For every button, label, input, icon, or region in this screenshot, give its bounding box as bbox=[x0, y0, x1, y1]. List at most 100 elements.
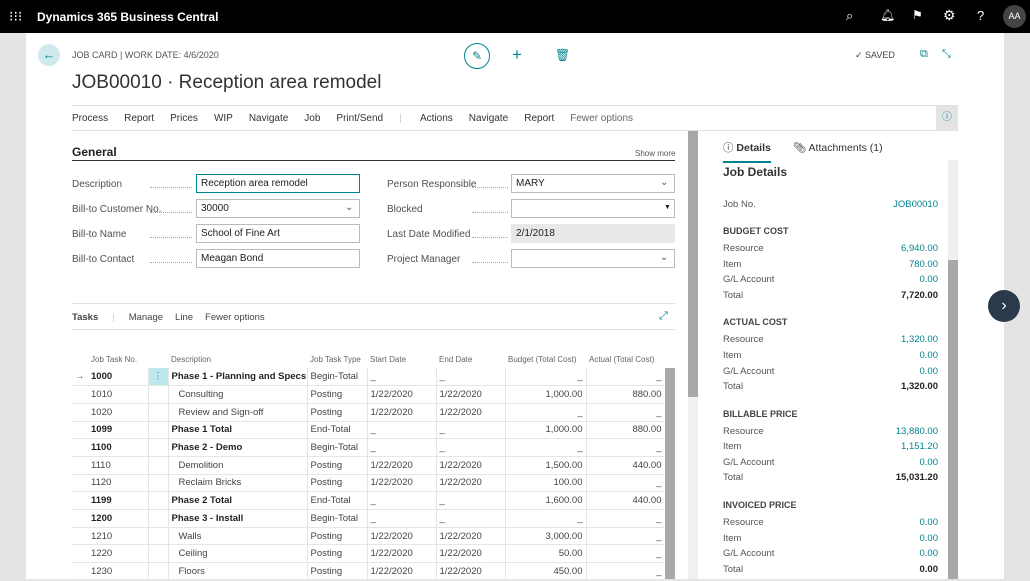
table-row[interactable]: → 1000 ⋮ Phase 1 - Planning and Specs Be… bbox=[72, 368, 666, 387]
actual-cell[interactable]: 440.00 bbox=[586, 491, 666, 510]
end-date-cell[interactable]: 1/22/2020 bbox=[436, 562, 506, 581]
row-menu-icon[interactable] bbox=[148, 474, 169, 493]
row-menu-icon[interactable] bbox=[148, 544, 169, 564]
action-fewer-options[interactable]: Fewer options bbox=[570, 113, 634, 124]
row-value[interactable]: 1,320.00 bbox=[901, 334, 938, 346]
col-budget[interactable]: Budget (Total Cost) bbox=[508, 355, 577, 364]
help-icon[interactable]: ? bbox=[977, 8, 985, 23]
description-cell[interactable]: Phase 3 - Install bbox=[168, 509, 308, 528]
row-value[interactable]: 0.00 bbox=[919, 516, 939, 528]
actual-cell[interactable]: 880.00 bbox=[586, 385, 666, 404]
table-row[interactable]: 1210 Walls Posting 1/22/2020 1/22/2020 3… bbox=[72, 527, 666, 546]
start-date-cell[interactable]: 1/22/2020 bbox=[367, 544, 437, 564]
delete-icon[interactable]: 🗑︎ bbox=[555, 48, 571, 62]
edit-button[interactable]: ✎ bbox=[464, 43, 490, 69]
budget-cell[interactable]: 1,600.00 bbox=[505, 491, 587, 510]
factbox-scrollbar[interactable] bbox=[948, 160, 958, 579]
start-date-cell[interactable]: 1/22/2020 bbox=[367, 385, 437, 404]
start-date-cell[interactable]: _ bbox=[367, 509, 437, 528]
actual-cell[interactable]: _ bbox=[586, 403, 666, 422]
action-navigate[interactable]: Navigate bbox=[248, 113, 289, 124]
end-date-cell[interactable]: _ bbox=[436, 438, 506, 457]
end-date-cell[interactable]: 1/22/2020 bbox=[436, 544, 506, 564]
budget-cell[interactable]: 1,000.00 bbox=[505, 421, 587, 440]
expand-icon[interactable]: ⤢ bbox=[659, 310, 668, 322]
end-date-cell[interactable]: 1/22/2020 bbox=[436, 385, 506, 404]
table-row[interactable]: 1220 Ceiling Posting 1/22/2020 1/22/2020… bbox=[72, 544, 666, 564]
type-cell[interactable]: Posting bbox=[307, 544, 368, 564]
task-no-cell[interactable]: 1099 bbox=[88, 421, 149, 440]
action-actions[interactable]: Actions bbox=[419, 113, 453, 124]
row-menu-icon[interactable] bbox=[148, 438, 169, 457]
task-no-cell[interactable]: 1000 bbox=[88, 368, 149, 387]
next-record-button[interactable]: › bbox=[988, 290, 1020, 322]
actual-cell[interactable]: _ bbox=[586, 509, 666, 528]
row-menu-icon[interactable] bbox=[148, 527, 169, 546]
start-date-cell[interactable]: _ bbox=[367, 491, 437, 510]
end-date-cell[interactable]: 1/22/2020 bbox=[436, 403, 506, 422]
start-date-cell[interactable]: 1/22/2020 bbox=[367, 474, 437, 493]
row-value[interactable]: 0.00 bbox=[919, 274, 939, 286]
gear-icon[interactable]: ⚙ bbox=[943, 7, 956, 23]
avatar[interactable]: AA bbox=[1003, 5, 1026, 28]
row-menu-icon[interactable] bbox=[148, 456, 169, 475]
actual-cell[interactable]: _ bbox=[586, 474, 666, 493]
actual-cell[interactable]: 440.00 bbox=[586, 456, 666, 475]
table-row[interactable]: 1200 Phase 3 - Install Begin-Total _ _ _… bbox=[72, 509, 666, 528]
start-date-cell[interactable]: 1/22/2020 bbox=[367, 456, 437, 475]
budget-cell[interactable]: _ bbox=[505, 368, 587, 387]
type-cell[interactable]: Posting bbox=[307, 456, 368, 475]
col-end-date[interactable]: End Date bbox=[439, 355, 473, 364]
start-date-cell[interactable]: _ bbox=[367, 438, 437, 457]
action-process[interactable]: Process bbox=[72, 113, 109, 124]
budget-cell[interactable]: _ bbox=[505, 509, 587, 528]
budget-cell[interactable]: 100.00 bbox=[505, 474, 587, 493]
description-cell[interactable]: Ceiling bbox=[168, 544, 308, 564]
actual-cell[interactable]: _ bbox=[586, 368, 666, 387]
end-date-cell[interactable]: _ bbox=[436, 421, 506, 440]
field-input[interactable] bbox=[511, 249, 675, 268]
row-value[interactable]: 0.00 bbox=[919, 365, 939, 377]
action-report[interactable]: Report bbox=[124, 113, 155, 124]
budget-cell[interactable]: _ bbox=[505, 438, 587, 457]
budget-cell[interactable]: 1,000.00 bbox=[505, 385, 587, 404]
row-menu-icon[interactable] bbox=[148, 509, 169, 528]
type-cell[interactable]: Posting bbox=[307, 403, 368, 422]
action-job[interactable]: Job bbox=[304, 113, 321, 124]
dropdown-arrow-icon[interactable]: ▼ bbox=[664, 204, 671, 211]
tab-tasks[interactable]: Tasks bbox=[72, 312, 99, 323]
budget-cell[interactable]: 50.00 bbox=[505, 544, 587, 564]
table-row[interactable]: 1100 Phase 2 - Demo Begin-Total _ _ _ _ bbox=[72, 438, 666, 457]
page-scrollbar[interactable] bbox=[688, 131, 698, 579]
chevron-down-icon[interactable]: ⌄ bbox=[345, 202, 354, 213]
tab-line[interactable]: Line bbox=[175, 312, 194, 323]
description-cell[interactable]: Phase 1 - Planning and Specs bbox=[168, 368, 308, 387]
budget-cell[interactable]: 450.00 bbox=[505, 562, 587, 581]
task-no-cell[interactable]: 1230 bbox=[88, 562, 149, 581]
type-cell[interactable]: Posting bbox=[307, 474, 368, 493]
bell-icon[interactable]: 🔔︎ bbox=[880, 8, 896, 22]
action-report-2[interactable]: Report bbox=[524, 113, 555, 124]
col-job-task-no[interactable]: Job Task No. bbox=[91, 355, 138, 364]
row-menu-icon[interactable]: ⋮ bbox=[148, 368, 169, 387]
field-input[interactable]: 30000 bbox=[196, 199, 360, 218]
row-menu-icon[interactable] bbox=[148, 491, 169, 510]
description-cell[interactable]: Phase 2 - Demo bbox=[168, 438, 308, 457]
type-cell[interactable]: Posting bbox=[307, 385, 368, 404]
task-no-cell[interactable]: 1110 bbox=[88, 456, 149, 475]
end-date-cell[interactable]: _ bbox=[436, 491, 506, 510]
task-no-cell[interactable]: 1220 bbox=[88, 544, 149, 564]
table-row[interactable]: 1120 Reclaim Bricks Posting 1/22/2020 1/… bbox=[72, 474, 666, 493]
row-value[interactable]: 6,940.00 bbox=[901, 243, 938, 254]
open-new-window-icon[interactable]: ⧉ bbox=[920, 48, 928, 60]
table-row[interactable]: 1020 Review and Sign-off Posting 1/22/20… bbox=[72, 403, 666, 422]
task-no-cell[interactable]: 1120 bbox=[88, 474, 149, 493]
budget-cell[interactable]: _ bbox=[505, 403, 587, 422]
task-no-cell[interactable]: 1010 bbox=[88, 385, 149, 404]
action-prices[interactable]: Prices bbox=[170, 113, 198, 124]
info-icon[interactable]: ⓘ bbox=[936, 106, 958, 130]
col-description[interactable]: Description bbox=[171, 355, 212, 364]
description-cell[interactable]: Reclaim Bricks bbox=[168, 474, 308, 493]
type-cell[interactable]: Begin-Total bbox=[307, 368, 368, 387]
table-row[interactable]: 1110 Demolition Posting 1/22/2020 1/22/2… bbox=[72, 456, 666, 475]
